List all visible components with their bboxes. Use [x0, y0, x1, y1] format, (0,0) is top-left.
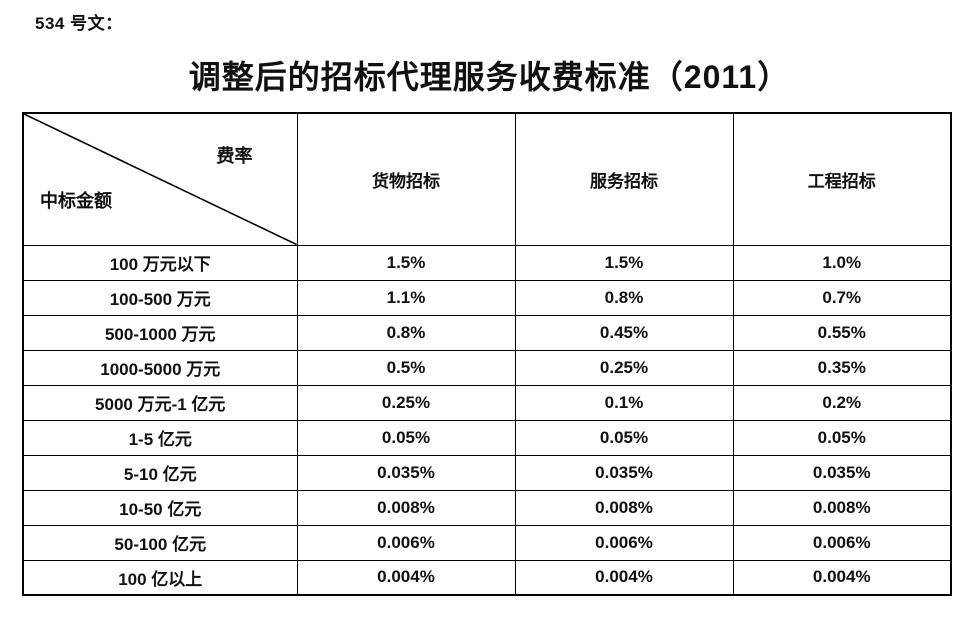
rate-cell: 0.45%: [514, 314, 734, 351]
rate-cell: 0.006%: [514, 524, 734, 561]
rate-cell: 0.05%: [514, 419, 734, 456]
amount-cell: 5-10 亿元: [22, 454, 298, 491]
table-row: 10-50 亿元 0.008% 0.008% 0.008%: [22, 489, 952, 526]
rate-cell: 0.035%: [296, 454, 516, 491]
rate-cell: 0.1%: [514, 384, 734, 421]
doc-number: 534 号文：: [35, 14, 123, 33]
column-header-goods: 货物招标: [296, 112, 516, 246]
page-title: 调整后的招标代理服务收费标准（2011）: [188, 59, 791, 95]
rate-cell: 0.8%: [296, 314, 516, 351]
column-header-services: 服务招标: [514, 112, 734, 246]
amount-cell: 100 万元以下: [22, 244, 298, 281]
rate-cell: 0.004%: [732, 559, 952, 596]
amount-cell: 1000-5000 万元: [22, 349, 298, 386]
fee-table-body: 100 万元以下 1.5% 1.5% 1.0% 100-500 万元 1.1% 0.8% 0.…: [22, 244, 952, 596]
rate-cell: 0.008%: [514, 489, 734, 526]
rate-cell: 0.05%: [296, 419, 516, 456]
rate-cell: 1.5%: [514, 244, 734, 281]
amount-cell: 1-5 亿元: [22, 419, 298, 456]
rate-cell: 0.004%: [514, 559, 734, 596]
table-row: 100 万元以下 1.5% 1.5% 1.0%: [22, 244, 952, 281]
table-row: 100-500 万元 1.1% 0.8% 0.7%: [22, 279, 952, 316]
table-row: 100 亿以上 0.004% 0.004% 0.004%: [22, 559, 952, 596]
rate-cell: 0.55%: [732, 314, 952, 351]
table-row: 1-5 亿元 0.05% 0.05% 0.05%: [22, 419, 952, 456]
table-row: 5-10 亿元 0.035% 0.035% 0.035%: [22, 454, 952, 491]
corner-label-rate: 费率: [216, 146, 253, 166]
rate-cell: 0.5%: [296, 349, 516, 386]
column-header-engineering: 工程招标: [732, 112, 952, 246]
rate-cell: 0.7%: [732, 279, 952, 316]
table-row: 500-1000 万元 0.8% 0.45% 0.55%: [22, 314, 952, 351]
rate-cell: 0.05%: [732, 419, 952, 456]
table-row: 50-100 亿元 0.006% 0.006% 0.006%: [22, 524, 952, 561]
amount-cell: 10-50 亿元: [22, 489, 298, 526]
rate-cell: 0.006%: [296, 524, 516, 561]
amount-cell: 50-100 亿元: [22, 524, 298, 561]
rate-cell: 0.008%: [296, 489, 516, 526]
diagonal-corner-cell: 费率 中标金额: [22, 112, 298, 246]
rate-cell: 0.006%: [732, 524, 952, 561]
rate-cell: 0.008%: [732, 489, 952, 526]
diagonal-line: [24, 114, 297, 245]
amount-cell: 100 亿以上: [22, 559, 298, 596]
rate-cell: 0.035%: [732, 454, 952, 491]
rate-cell: 1.1%: [296, 279, 516, 316]
header-row: 费率 中标金额 货物招标 服务招标 工程招标: [22, 112, 952, 246]
table-row: 1000-5000 万元 0.5% 0.25% 0.35%: [22, 349, 952, 386]
amount-cell: 5000 万元-1 亿元: [22, 384, 298, 421]
table-header: 费率 中标金额 货物招标 服务招标 工程招标: [22, 112, 952, 246]
amount-cell: 500-1000 万元: [22, 314, 298, 351]
fee-rate-table: 费率 中标金额 货物招标 服务招标 工程招标 100 万元以下 1.5% 1.5% 1…: [22, 112, 952, 596]
rate-cell: 1.0%: [732, 244, 952, 281]
rate-cell: 1.5%: [296, 244, 516, 281]
rate-cell: 0.035%: [514, 454, 734, 491]
table-row: 5000 万元-1 亿元 0.25% 0.1% 0.2%: [22, 384, 952, 421]
rate-cell: 0.004%: [296, 559, 516, 596]
corner-label-amount: 中标金额: [40, 190, 112, 211]
rate-cell: 0.8%: [514, 279, 734, 316]
rate-cell: 0.25%: [514, 349, 734, 386]
amount-cell: 100-500 万元: [22, 279, 298, 316]
rate-cell: 0.35%: [732, 349, 952, 386]
rate-cell: 0.25%: [296, 384, 516, 421]
rate-cell: 0.2%: [732, 384, 952, 421]
